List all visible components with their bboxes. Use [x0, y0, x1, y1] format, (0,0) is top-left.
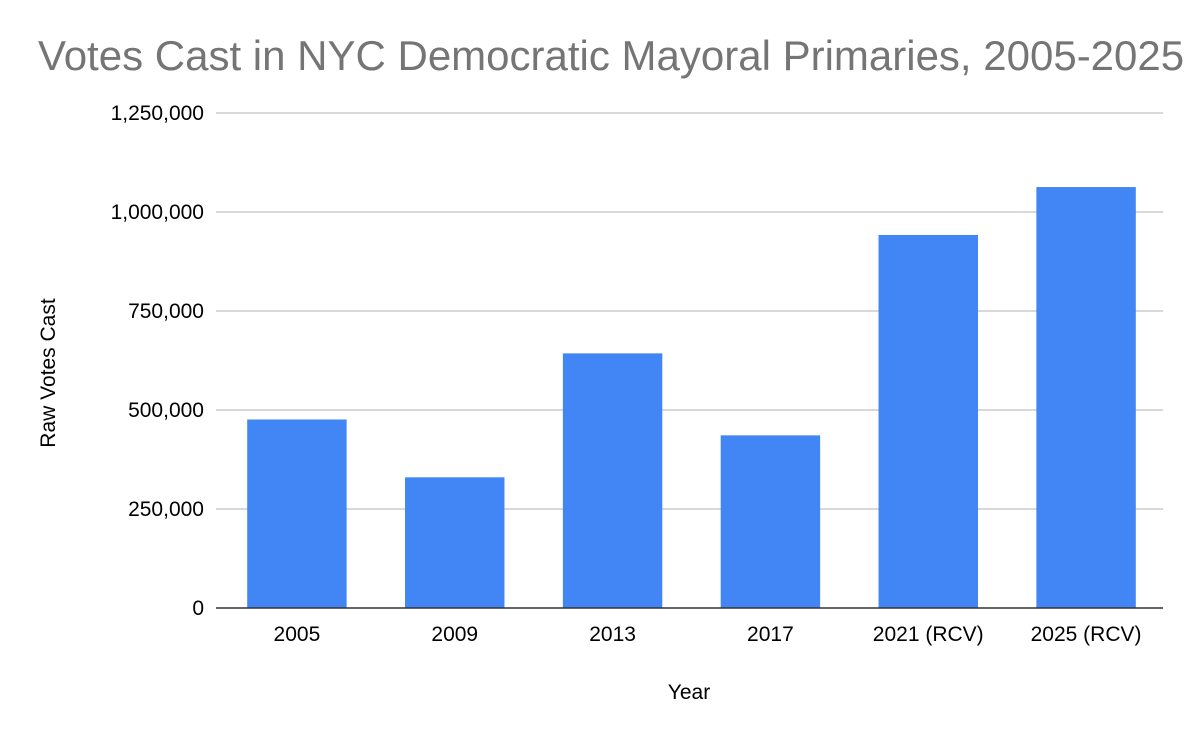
- y-tick-label: 1,000,000: [111, 201, 204, 224]
- bar-2005: [247, 419, 347, 608]
- bar-2025-rcv: [1036, 187, 1136, 608]
- x-axis-ticks: 2005 2009 2013 2017 2021 (RCV) 2025 (RCV): [274, 623, 1142, 646]
- y-tick-label: 500,000: [128, 399, 204, 422]
- bar-2009: [405, 477, 505, 608]
- x-axis-title: Year: [668, 681, 710, 704]
- y-axis-ticks: 0 250,000 500,000 750,000 1,000,000 1,250,000: [111, 102, 204, 620]
- x-tick-label: 2017: [747, 623, 794, 646]
- y-tick-label: 0: [192, 597, 204, 620]
- y-tick-label: 750,000: [128, 300, 204, 323]
- bar-2013: [562, 353, 663, 608]
- y-tick-label: 1,250,000: [111, 102, 204, 125]
- x-tick-label: 2013: [589, 623, 636, 646]
- gridlines: [216, 112, 1163, 510]
- bars: [247, 187, 1136, 608]
- x-tick-label: 2009: [431, 623, 478, 646]
- bar-2017: [720, 435, 821, 608]
- y-tick-label: 250,000: [128, 498, 204, 521]
- chart-title: Votes Cast in NYC Democratic Mayoral Pri…: [38, 32, 1185, 79]
- x-tick-label: 2005: [274, 623, 321, 646]
- x-tick-label: 2021 (RCV): [873, 623, 984, 646]
- y-axis-title: Raw Votes Cast: [37, 298, 60, 448]
- bar-2021-rcv: [878, 234, 978, 608]
- x-tick-label: 2025 (RCV): [1031, 623, 1142, 646]
